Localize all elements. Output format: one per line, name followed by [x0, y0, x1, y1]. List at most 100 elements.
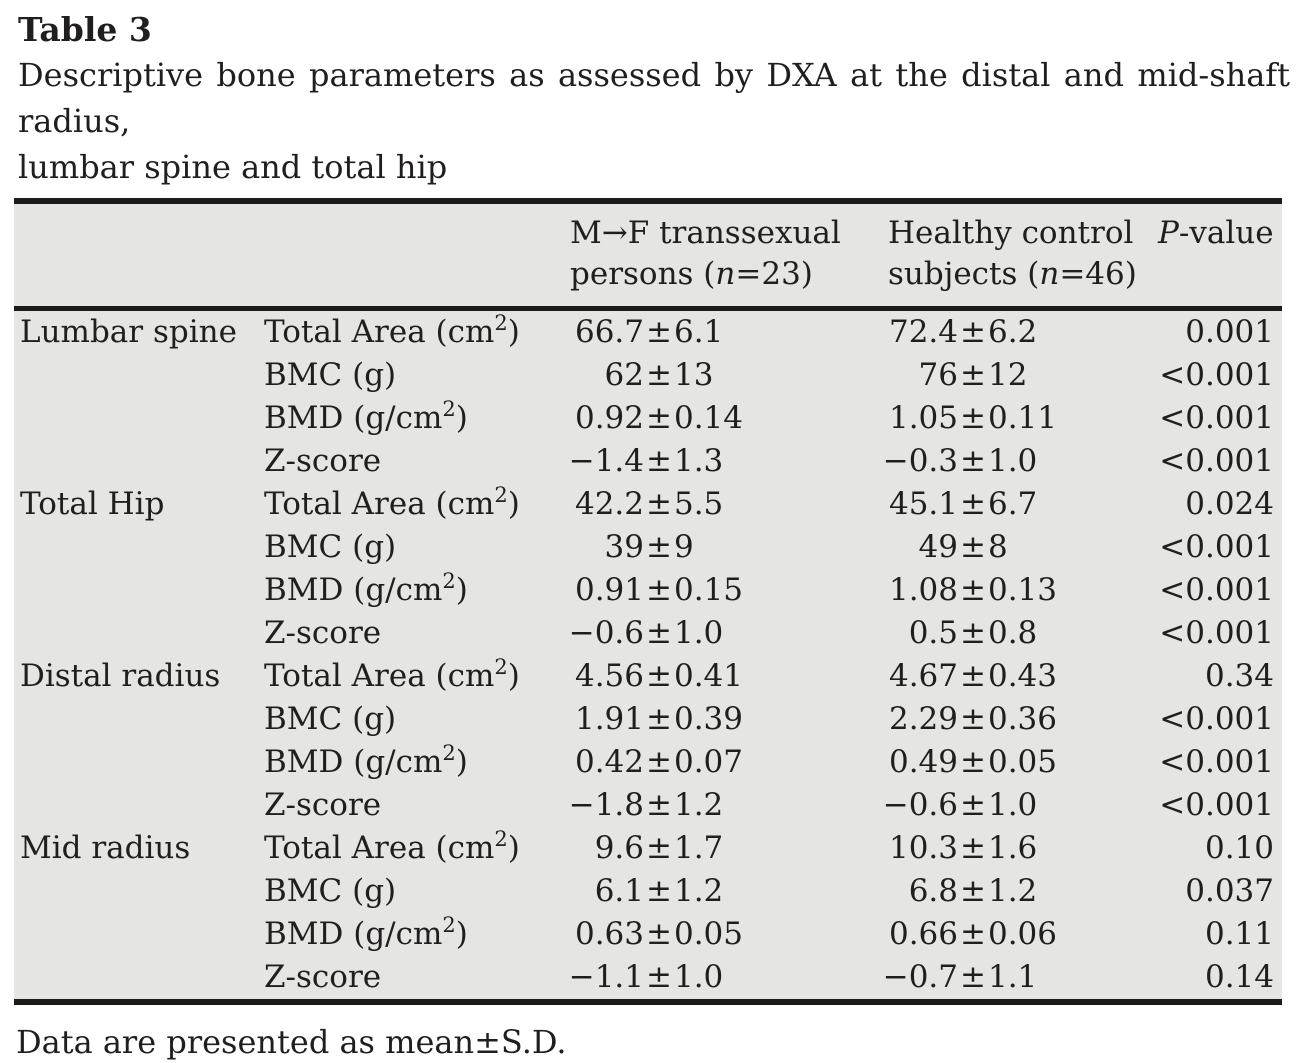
- plus-minus-sign: ±: [646, 830, 672, 866]
- sd-value: 13: [673, 357, 714, 393]
- parameter-label: BMD (g/cm2): [264, 913, 468, 953]
- sd-value: 1.1: [987, 959, 1038, 995]
- table-row: BMC (g) 39 ±9 49 ±8 <0.001: [14, 526, 1282, 569]
- healthy-control-value-cell: 72.4 ±6.2: [878, 309, 1158, 355]
- table-row: Z-score −1.8 ±1.2 −0.6 ±1.0 <0.001: [14, 784, 1282, 827]
- region-label: [14, 526, 264, 569]
- mean-value: −1.8: [568, 787, 644, 823]
- plus-minus-sign: ±: [960, 529, 986, 565]
- mf-transsexual-value-cell: 1.91 ±0.39: [560, 698, 878, 741]
- region-label: Total Hip: [20, 486, 165, 522]
- column-header-control-line1: Healthy control: [888, 215, 1134, 251]
- sd-value: 1.0: [673, 959, 724, 995]
- plus-minus-sign: ±: [646, 873, 672, 909]
- mf-transsexual-value-cell: 4.56 ±0.41: [560, 655, 878, 698]
- sd-value: 0.05: [673, 916, 744, 952]
- table-row: Z-score −1.1 ±1.0 −0.7 ±1.1 0.14: [14, 956, 1282, 1002]
- mean-value: 72.4: [888, 314, 958, 350]
- mean-value: 0.66: [888, 916, 958, 952]
- sd-value: 0.06: [987, 916, 1058, 952]
- mean-value: 1.91: [574, 701, 644, 737]
- table-row: BMC (g) 1.91 ±0.39 2.29 ±0.36 <0.001: [14, 698, 1282, 741]
- sd-value: 0.36: [987, 701, 1058, 737]
- mf-transsexual-value-cell: 6.1 ±1.2: [560, 870, 878, 913]
- healthy-control-value-cell: 10.3 ±1.6: [878, 827, 1158, 870]
- p-value-cell: <0.001: [1159, 787, 1274, 823]
- sd-value: 8: [987, 529, 1008, 565]
- region-label: Mid radius: [20, 830, 191, 866]
- mean-sd-value: 45.1 ±6.7: [878, 483, 1158, 526]
- mean-sd-value: 0.66 ±0.06: [878, 913, 1158, 956]
- p-value-cell: <0.001: [1159, 701, 1274, 737]
- healthy-control-value-cell: 4.67 ±0.43: [878, 655, 1158, 698]
- table-row: Lumbar spine Total Area (cm2) 66.7 ±6.1 72.4…: [14, 309, 1282, 355]
- table-row: Mid radius Total Area (cm2) 9.6 ±1.7 10.3 ±1.…: [14, 827, 1282, 870]
- mean-value: 6.8: [908, 873, 958, 909]
- healthy-control-value-cell: 0.66 ±0.06: [878, 913, 1158, 956]
- plus-minus-sign: ±: [646, 701, 672, 737]
- mean-sd-value: 6.1 ±1.2: [560, 870, 878, 913]
- healthy-control-value-cell: −0.6 ±1.0: [878, 784, 1158, 827]
- parameter-label: Z-score: [264, 959, 382, 995]
- mean-sd-value: −1.4 ±1.3: [560, 440, 878, 483]
- p-value-cell: 0.001: [1185, 314, 1274, 350]
- healthy-control-value-cell: 0.5 ±0.8: [878, 612, 1158, 655]
- table-row: BMD (g/cm2) 0.42 ±0.07 0.49 ±0.05 <0.001: [14, 741, 1282, 784]
- table-caption: Descriptive bone parameters as assessed …: [14, 52, 1290, 190]
- mean-sd-value: 9.6 ±1.7: [560, 827, 878, 870]
- mean-value: 66.7: [574, 314, 644, 350]
- mean-sd-value: 0.49 ±0.05: [878, 741, 1158, 784]
- sd-value: 1.0: [987, 787, 1038, 823]
- p-value-cell: <0.001: [1159, 443, 1274, 479]
- mean-value: −1.4: [568, 443, 644, 479]
- mean-value: 0.42: [574, 744, 644, 780]
- mean-sd-value: 66.7 ±6.1: [560, 311, 878, 354]
- mean-sd-value: 72.4 ±6.2: [878, 311, 1158, 354]
- parameter-label: Z-score: [264, 615, 382, 651]
- plus-minus-sign: ±: [646, 400, 672, 436]
- healthy-control-value-cell: 76 ±12: [878, 354, 1158, 397]
- sd-value: 0.11: [987, 400, 1058, 436]
- table-footnote: Data are presented as mean±S.D.: [16, 1023, 567, 1061]
- mean-sd-value: 0.91 ±0.15: [560, 569, 878, 612]
- parameter-label: BMD (g/cm2): [264, 569, 468, 609]
- sd-value: 0.43: [987, 658, 1058, 694]
- plus-minus-sign: ±: [646, 916, 672, 952]
- sd-value: 1.2: [673, 787, 724, 823]
- mean-sd-value: 1.08 ±0.13: [878, 569, 1158, 612]
- region-label: [14, 354, 264, 397]
- mean-value: 45.1: [888, 486, 958, 522]
- mf-transsexual-value-cell: −1.8 ±1.2: [560, 784, 878, 827]
- mean-sd-value: 62 ±13: [560, 354, 878, 397]
- region-label: [14, 569, 264, 612]
- mean-sd-value: −1.8 ±1.2: [560, 784, 878, 827]
- p-value-cell: 0.34: [1204, 658, 1274, 694]
- parameter-label: Z-score: [264, 787, 382, 823]
- plus-minus-sign: ±: [960, 701, 986, 737]
- header-empty-parameter: [264, 201, 560, 311]
- mean-value: 1.05: [888, 400, 958, 436]
- table-caption-line2: lumbar spine and total hip: [18, 148, 448, 186]
- sd-value: 1.3: [673, 443, 724, 479]
- mf-transsexual-value-cell: 0.91 ±0.15: [560, 569, 878, 612]
- mf-transsexual-value-cell: 0.42 ±0.07: [560, 741, 878, 784]
- mean-value: 9.6: [594, 830, 644, 866]
- mean-sd-value: 10.3 ±1.6: [878, 827, 1158, 870]
- plus-minus-sign: ±: [646, 357, 672, 393]
- mf-transsexual-value-cell: 39 ±9: [560, 526, 878, 569]
- mean-sd-value: 6.8 ±1.2: [878, 870, 1158, 913]
- plus-minus-sign: ±: [960, 615, 986, 651]
- mean-value: 39: [604, 529, 644, 565]
- p-value-cell: 0.14: [1204, 959, 1274, 995]
- p-value-cell: 0.037: [1185, 873, 1274, 909]
- mf-transsexual-value-cell: 9.6 ±1.7: [560, 827, 878, 870]
- superscript-2: 2: [442, 569, 456, 593]
- mean-value: 42.2: [574, 486, 644, 522]
- plus-minus-sign: ±: [960, 959, 986, 995]
- mean-sd-value: 1.91 ±0.39: [560, 698, 878, 741]
- table-row: Z-score −0.6 ±1.0 0.5 ±0.8 <0.001: [14, 612, 1282, 655]
- table-caption-line1: Descriptive bone parameters as assessed …: [18, 56, 1290, 140]
- sd-value: 0.14: [673, 400, 744, 436]
- column-header-control-line2: subjects (n=46): [888, 256, 1137, 292]
- plus-minus-sign: ±: [646, 314, 672, 350]
